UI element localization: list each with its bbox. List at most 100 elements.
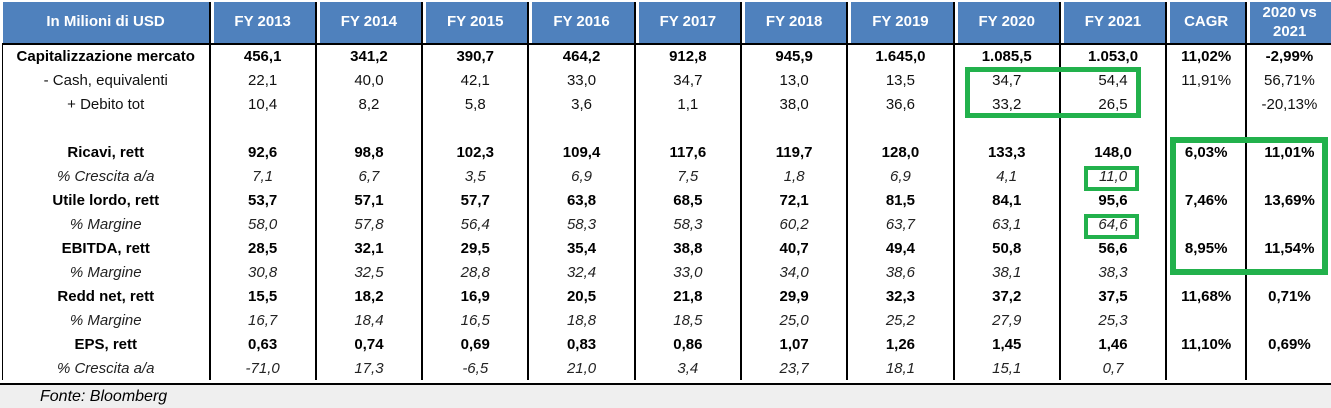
cell-fy2016: 109,4 xyxy=(527,140,635,164)
cell-fy2017: 58,3 xyxy=(633,212,741,236)
cell-fy2021: 26,5 xyxy=(1058,92,1167,116)
table-row: % Crescita a/a 7,1 6,7 3,5 6,9 7,5 1,8 6,9 4,1 11… xyxy=(2,164,1331,188)
table-row: Ricavi, rett 92,6 98,8 102,3 109,4 117,6 119,7… xyxy=(2,140,1331,164)
cell-fy2016: 3,6 xyxy=(527,92,635,116)
financial-table: In Milioni di USD FY 2013 FY 2014 FY 2015 FY… xyxy=(2,2,1331,380)
column-header-title: In Milioni di USD xyxy=(2,2,210,45)
header-row: In Milioni di USD FY 2013 FY 2014 FY 2015 FY… xyxy=(2,2,1331,45)
table-row: Capitalizzazione mercato 456,1 341,2 390,7 4… xyxy=(2,44,1331,68)
cell-fy2021 xyxy=(1058,116,1167,140)
cell-fy2016: 6,9 xyxy=(527,164,635,188)
cell-fy2015: 16,9 xyxy=(421,284,529,308)
cell-fy2016: 32,4 xyxy=(527,260,635,284)
row-label: EBITDA, rett xyxy=(2,236,210,260)
cell-fy2018: 60,2 xyxy=(739,212,848,236)
cell-fy2018 xyxy=(739,116,848,140)
cell-fy2016: 464,2 xyxy=(527,44,635,68)
cell-fy2017: 117,6 xyxy=(633,140,741,164)
cell-fy2014: 17,3 xyxy=(314,356,423,380)
cell-delta xyxy=(1245,260,1331,284)
source-label: Fonte: Bloomberg xyxy=(40,388,168,405)
cell-fy2021: 25,3 xyxy=(1058,308,1167,332)
cell-fy2017: 912,8 xyxy=(633,44,741,68)
cell-fy2019: 13,5 xyxy=(846,68,954,92)
cell-fy2015: -6,5 xyxy=(421,356,529,380)
cell-fy2013 xyxy=(208,116,316,140)
cell-fy2016: 33,0 xyxy=(527,68,635,92)
cell-fy2016: 18,8 xyxy=(527,308,635,332)
row-label: Ricavi, rett xyxy=(2,140,210,164)
cell-fy2014: 8,2 xyxy=(314,92,423,116)
row-label: Utile lordo, rett xyxy=(2,188,210,212)
cell-fy2021: 1,46 xyxy=(1058,332,1167,356)
row-label: Redd net, rett xyxy=(2,284,210,308)
row-label: + Debito tot xyxy=(2,92,210,116)
column-header-fy-2013: FY 2013 xyxy=(208,2,316,45)
cell-cagr xyxy=(1165,116,1247,140)
cell-fy2016: 21,0 xyxy=(527,356,635,380)
cell-fy2019: 1,26 xyxy=(846,332,954,356)
cell-cagr: 6,03% xyxy=(1165,140,1247,164)
cell-fy2021: 56,6 xyxy=(1058,236,1167,260)
cell-fy2015: 28,8 xyxy=(421,260,529,284)
cell-fy2017: 34,7 xyxy=(633,68,741,92)
cell-fy2015 xyxy=(421,116,529,140)
row-label xyxy=(2,116,210,140)
cell-fy2013: 22,1 xyxy=(208,68,316,92)
cell-fy2014: 32,5 xyxy=(314,260,423,284)
cell-fy2015: 57,7 xyxy=(421,188,529,212)
row-label: % Margine xyxy=(2,212,210,236)
cell-fy2017: 38,8 xyxy=(633,236,741,260)
cell-delta xyxy=(1245,308,1331,332)
cell-fy2020: 1,45 xyxy=(952,332,1060,356)
cell-fy2015: 16,5 xyxy=(421,308,529,332)
cell-fy2020: 1.085,5 xyxy=(952,44,1060,68)
cell-delta xyxy=(1245,212,1331,236)
cell-fy2013: 16,7 xyxy=(208,308,316,332)
column-header-fy-2021: FY 2021 xyxy=(1058,2,1167,45)
cell-fy2014: 341,2 xyxy=(314,44,423,68)
column-header-cagr: CAGR xyxy=(1165,2,1247,45)
cell-fy2015: 390,7 xyxy=(421,44,529,68)
cell-fy2020: 63,1 xyxy=(952,212,1060,236)
cell-cagr: 7,46% xyxy=(1165,188,1247,212)
cell-fy2018: 29,9 xyxy=(739,284,848,308)
row-label: Capitalizzazione mercato xyxy=(2,44,210,68)
cell-fy2020: 37,2 xyxy=(952,284,1060,308)
cell-fy2013: 58,0 xyxy=(208,212,316,236)
cell-fy2018: 945,9 xyxy=(739,44,848,68)
cell-fy2019: 38,6 xyxy=(846,260,954,284)
cell-fy2013: -71,0 xyxy=(208,356,316,380)
cell-fy2019: 36,6 xyxy=(846,92,954,116)
column-header-fy-2016: FY 2016 xyxy=(527,2,635,45)
cell-fy2021: 38,3 xyxy=(1058,260,1167,284)
cell-fy2021: 148,0 xyxy=(1058,140,1167,164)
cell-delta: 0,71% xyxy=(1245,284,1331,308)
cell-fy2015: 29,5 xyxy=(421,236,529,260)
cell-fy2019: 63,7 xyxy=(846,212,954,236)
cell-fy2017: 68,5 xyxy=(633,188,741,212)
cell-fy2019: 25,2 xyxy=(846,308,954,332)
cell-fy2013: 456,1 xyxy=(208,44,316,68)
cell-fy2020: 27,9 xyxy=(952,308,1060,332)
cell-fy2013: 30,8 xyxy=(208,260,316,284)
cell-fy2021: 54,4 xyxy=(1058,68,1167,92)
cell-delta: 13,69% xyxy=(1245,188,1331,212)
cell-fy2014: 0,74 xyxy=(314,332,423,356)
cell-delta: 11,54% xyxy=(1245,236,1331,260)
cell-fy2016: 0,83 xyxy=(527,332,635,356)
row-label: % Crescita a/a xyxy=(2,164,210,188)
cell-fy2020 xyxy=(952,116,1060,140)
cell-fy2015: 102,3 xyxy=(421,140,529,164)
cell-fy2013: 10,4 xyxy=(208,92,316,116)
table-header: In Milioni di USD FY 2013 FY 2014 FY 2015 FY… xyxy=(2,2,1331,45)
cell-fy2015: 42,1 xyxy=(421,68,529,92)
cell-fy2017: 21,8 xyxy=(633,284,741,308)
cell-delta: -20,13% xyxy=(1245,92,1331,116)
cell-cagr: 11,68% xyxy=(1165,284,1247,308)
cell-fy2013: 28,5 xyxy=(208,236,316,260)
cell-fy2016: 63,8 xyxy=(527,188,635,212)
cell-fy2017: 3,4 xyxy=(633,356,741,380)
cell-fy2021: 64,6 xyxy=(1058,212,1167,236)
